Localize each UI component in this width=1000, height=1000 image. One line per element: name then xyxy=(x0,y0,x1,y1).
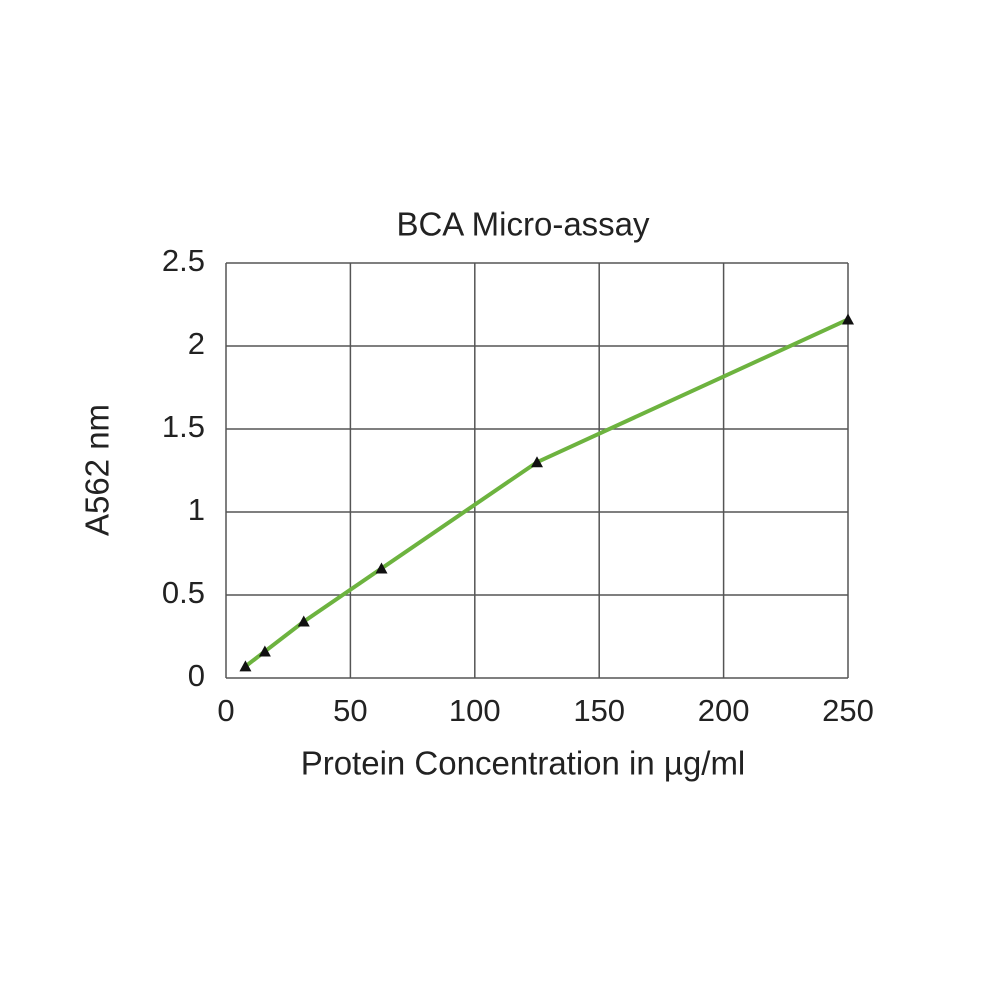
x-tick-label: 50 xyxy=(333,693,367,728)
x-tick-label: 250 xyxy=(822,693,874,728)
data-marker xyxy=(239,660,252,672)
data-marker xyxy=(842,313,854,325)
data-marker xyxy=(258,645,271,657)
y-tick-label: 2 xyxy=(188,326,205,361)
y-tick-label: 2.5 xyxy=(162,243,205,278)
y-axis-label: A562 nm xyxy=(79,404,116,536)
data-marker xyxy=(297,615,310,627)
data-marker xyxy=(375,562,388,574)
x-tick-label: 150 xyxy=(573,693,625,728)
y-tick-label: 0 xyxy=(188,658,205,693)
chart-title: BCA Micro-assay xyxy=(396,206,650,243)
x-tick-label: 0 xyxy=(217,693,234,728)
x-tick-label: 100 xyxy=(449,693,501,728)
y-tick-label: 0.5 xyxy=(162,575,205,610)
x-tick-label: 200 xyxy=(698,693,750,728)
y-tick-label: 1.5 xyxy=(162,409,205,444)
x-axis-label: Protein Concentration in µg/ml xyxy=(301,745,746,782)
y-tick-label: 1 xyxy=(188,492,205,527)
data-marker xyxy=(531,456,543,468)
